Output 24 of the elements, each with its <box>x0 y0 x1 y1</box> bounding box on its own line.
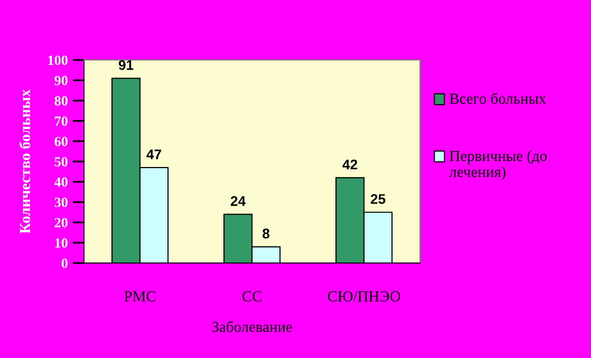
x-tick-label: СЮ/ПНЭО <box>328 291 400 302</box>
data-label: 25 <box>370 194 386 204</box>
y-tick-label: 40 <box>54 177 68 187</box>
y-tick-label: 0 <box>62 258 68 268</box>
y-tick-label: 20 <box>54 218 68 228</box>
y-tick-label: 100 <box>48 56 68 65</box>
y-tick-label: 60 <box>54 136 68 146</box>
data-label: 47 <box>146 150 162 160</box>
data-label: 8 <box>262 228 270 238</box>
legend-label: Первичные (до лечения) <box>449 150 547 180</box>
data-label: 42 <box>342 160 358 170</box>
y-tick-label: 30 <box>54 198 68 208</box>
y-axis-title: Количество больных <box>19 89 30 234</box>
data-label: 91 <box>118 60 134 70</box>
y-tick-label: 80 <box>54 96 68 106</box>
data-label: 24 <box>230 196 246 206</box>
x-axis-title: Заболевание <box>212 320 292 332</box>
legend-label: Всего больных <box>450 92 546 104</box>
y-tick-label: 90 <box>54 76 68 86</box>
y-tick-label: 70 <box>54 116 68 126</box>
x-tick-label: СС <box>242 291 262 302</box>
x-tick-label: РМС <box>124 291 156 302</box>
y-tick-label: 10 <box>55 238 68 248</box>
y-tick-label: 50 <box>54 157 68 166</box>
